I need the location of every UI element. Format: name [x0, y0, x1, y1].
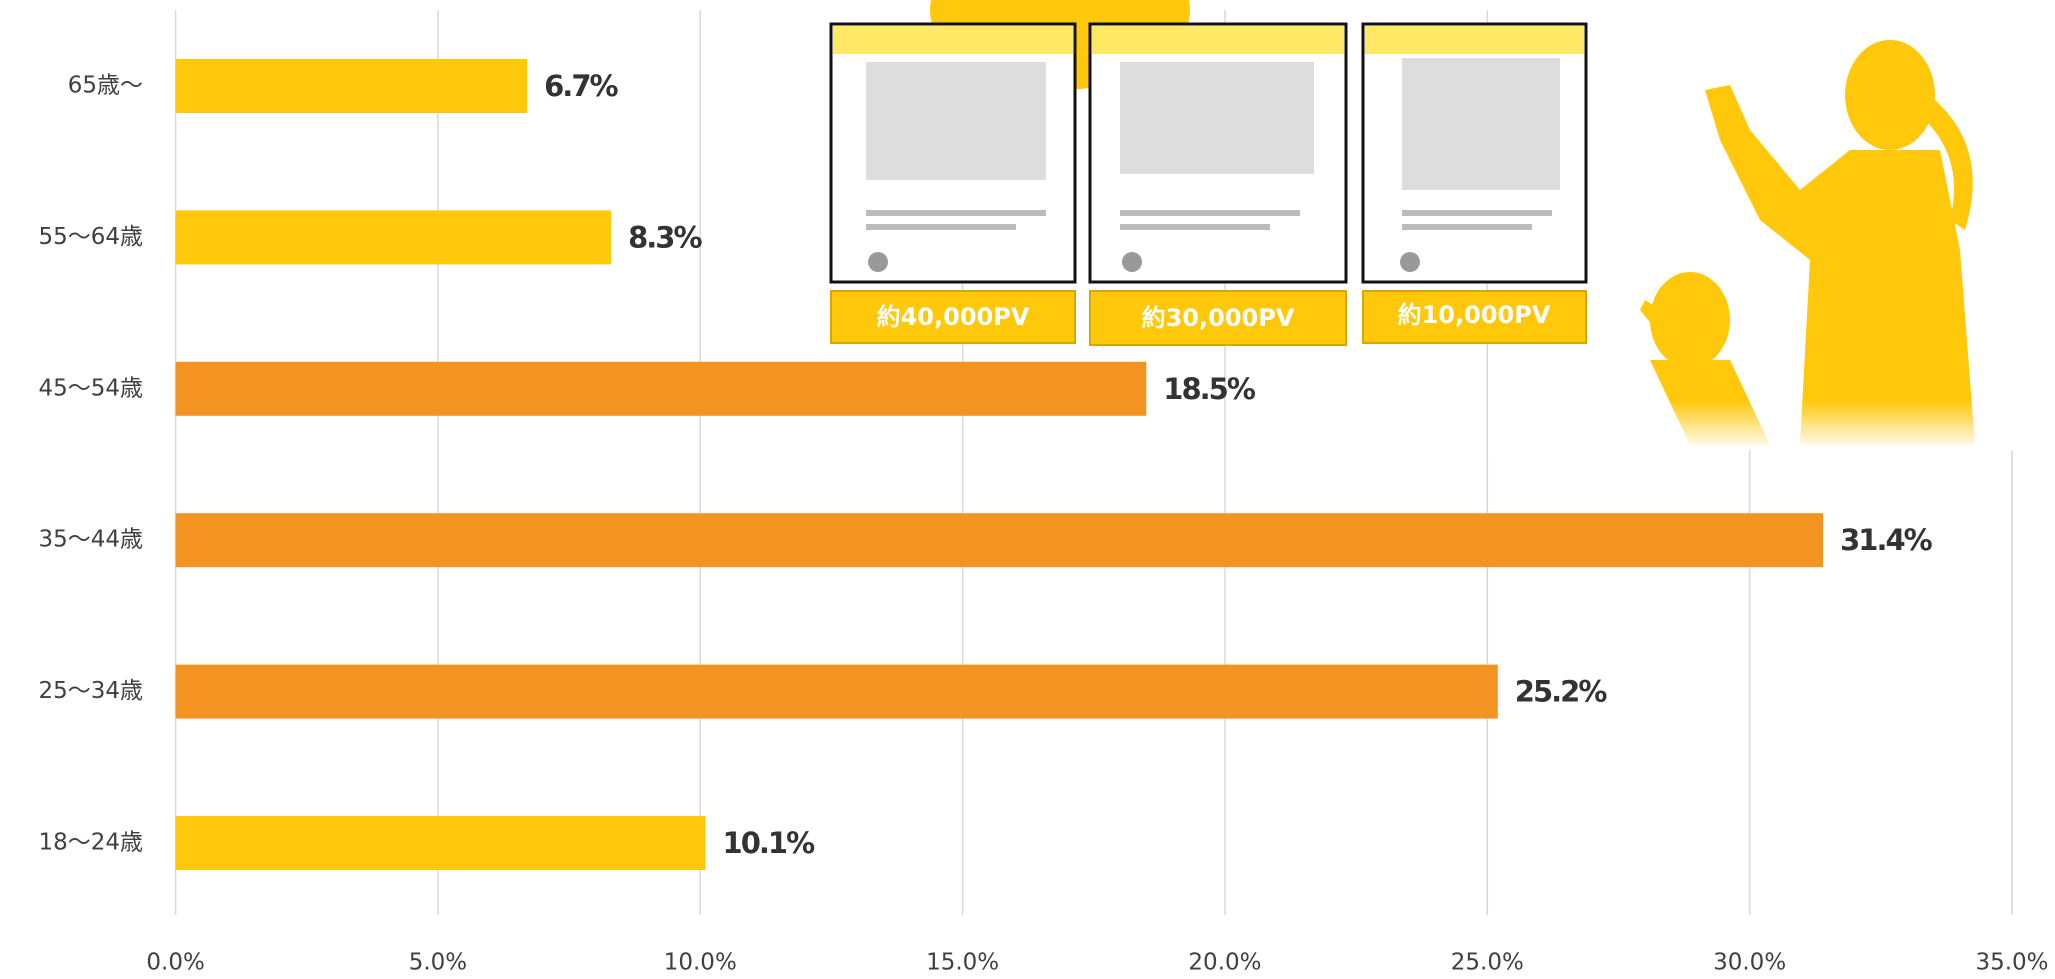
annotation: 約10,000PV: [1398, 301, 1551, 329]
y-tick-label: 25〜34歳: [38, 678, 143, 704]
value-label: 8.3%: [628, 220, 702, 254]
bar: [176, 210, 611, 264]
y-tick-label: 35〜44歳: [38, 527, 143, 553]
bar: [176, 816, 706, 870]
bar: [176, 513, 1824, 567]
value-label: 25.2%: [1515, 675, 1608, 709]
thumbnail: [1363, 24, 1586, 282]
x-tick-label: 5.0%: [409, 950, 467, 976]
bar: [176, 665, 1498, 719]
bar: [176, 362, 1147, 416]
y-tick-label: 65歳〜: [68, 73, 143, 99]
x-tick-label: 10.0%: [664, 950, 737, 976]
chart: 約40,000PV 約30,000PV 約10,000PV 0.0% 5.0% 10…: [0, 0, 2055, 979]
x-tick-label: 20.0%: [1188, 950, 1261, 976]
thumbnail: [1090, 24, 1346, 282]
annotation: 約40,000PV: [877, 303, 1030, 331]
value-label: 18.5%: [1163, 372, 1256, 406]
thumbnail: [831, 24, 1075, 282]
bar: [176, 59, 528, 113]
x-tick-label: 0.0%: [146, 950, 204, 976]
x-tick-label: 35.0%: [1975, 950, 2048, 976]
x-tick-label: 15.0%: [926, 950, 999, 976]
annotation: 約30,000PV: [1142, 304, 1295, 332]
fade: [1488, 400, 2055, 450]
value-label: 10.1%: [723, 826, 816, 860]
value-label: 6.7%: [544, 69, 618, 103]
y-tick-label: 45〜54歳: [38, 375, 143, 401]
y-tick-label: 55〜64歳: [38, 224, 143, 250]
x-tick-label: 30.0%: [1713, 950, 1786, 976]
y-tick-label: 18〜24歳: [38, 830, 143, 856]
x-tick-label: 25.0%: [1451, 950, 1524, 976]
value-label: 31.4%: [1840, 523, 1933, 557]
